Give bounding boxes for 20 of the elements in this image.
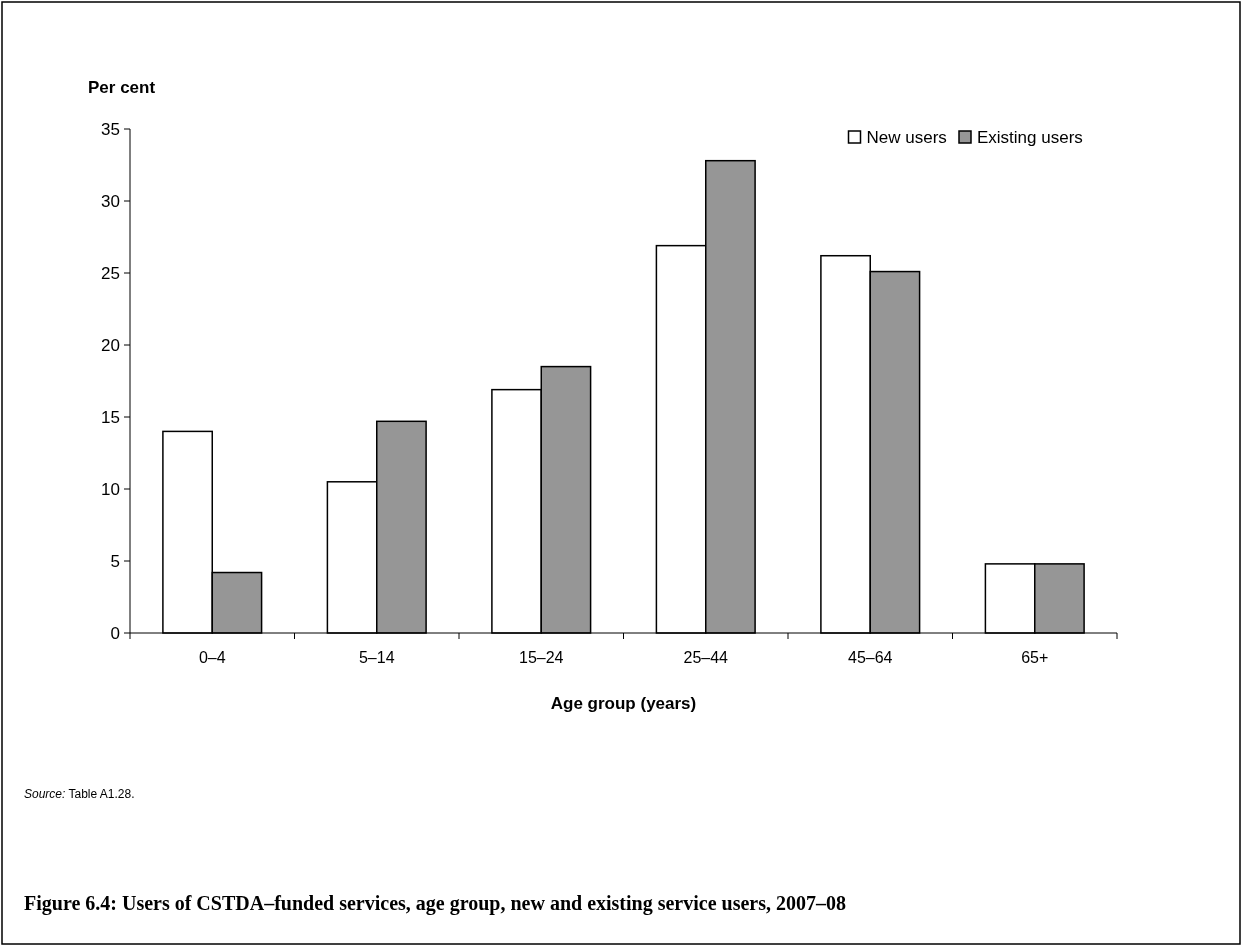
- y-tick-label: 25: [101, 263, 120, 283]
- legend-label: New users: [866, 127, 947, 147]
- y-tick-label: 15: [101, 407, 120, 427]
- y-tick-label: 30: [101, 191, 120, 211]
- x-tick-label: 25–44: [683, 649, 729, 666]
- x-tick-label: 0–4: [198, 649, 226, 666]
- y-axis-title: Per cent: [88, 78, 156, 97]
- y-tick-label: 20: [101, 335, 120, 355]
- y-tick-label: 5: [110, 551, 120, 571]
- text: Figure 6.4: Users of CSTDA–funded services, age group, new and existing service users, 2007–08: [24, 892, 847, 915]
- x-tick-label: 15–24: [519, 649, 564, 666]
- x-tick-label: 45–64: [848, 649, 893, 666]
- y-tick-label: 10: [101, 479, 120, 499]
- y-tick-label: 35: [101, 119, 120, 139]
- x-tick-label: 5–14: [358, 649, 395, 666]
- y-tick-label: 0: [110, 623, 120, 643]
- x-tick-label: 65+: [1021, 649, 1049, 666]
- x-axis-title: Age group (years): [550, 694, 697, 713]
- legend-label: Existing users: [977, 127, 1083, 147]
- source-note: Source: Table A1.28.: [24, 787, 135, 801]
